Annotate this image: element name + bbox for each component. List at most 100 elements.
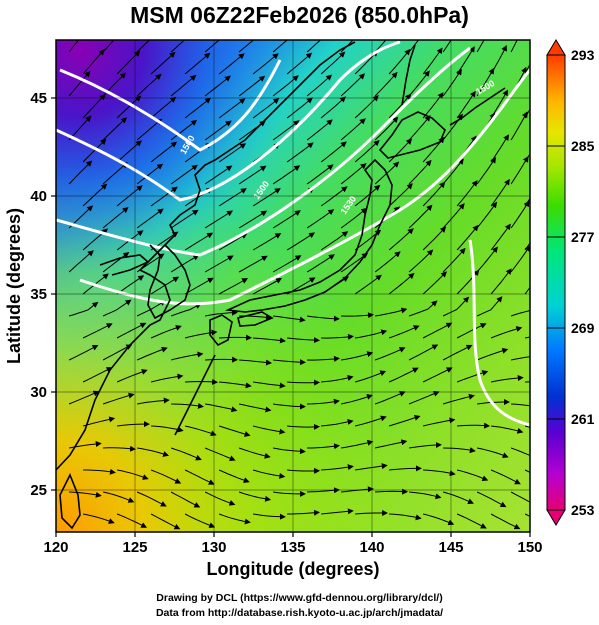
streamline-arrow	[307, 487, 340, 494]
streamline-arrow	[442, 203, 465, 229]
streamline-arrow	[68, 301, 99, 317]
streamline-arrow	[511, 356, 530, 361]
streamline-arrow	[355, 329, 388, 339]
streamline-arrow	[272, 75, 299, 97]
streamline-arrow	[272, 40, 288, 53]
streamline-arrow	[375, 307, 408, 317]
streamline-arrow	[204, 120, 232, 141]
streamline-arrow	[388, 367, 419, 383]
streamline-arrow	[510, 245, 530, 273]
streamline-arrow	[171, 402, 204, 409]
streamline-arrow	[150, 186, 178, 207]
tick-marks	[51, 97, 531, 537]
y-tick-labels: 45 40 35 30 25	[30, 90, 47, 499]
streamline-arrow	[272, 255, 302, 273]
x-axis-label: Longitude (degrees)	[206, 559, 379, 579]
colorbar-top-arrow	[546, 39, 566, 56]
colorbar-label: 277	[571, 229, 595, 245]
streamline-arrow	[341, 486, 374, 493]
streamline-arrow	[442, 344, 473, 361]
streamline-arrow	[355, 463, 388, 471]
colorbar-label: 269	[571, 320, 595, 336]
streamline-arrow	[218, 513, 251, 525]
streamline-arrow	[422, 181, 446, 207]
streamline-arrow	[273, 490, 306, 497]
streamline-arrow	[442, 491, 474, 504]
streamline-arrow	[354, 50, 379, 75]
streamline-arrow	[389, 513, 422, 521]
streamline-arrow	[170, 447, 202, 461]
colorbar-label: 261	[571, 411, 595, 427]
streamline-arrow	[253, 513, 286, 520]
streamline-arrow	[239, 359, 272, 366]
streamline-arrow	[287, 467, 321, 474]
x-tick-label: 135	[280, 539, 305, 556]
streamline-arrow	[321, 418, 354, 427]
streamline-arrow	[307, 443, 340, 450]
streamline-arrow	[374, 347, 406, 361]
streamline-arrow	[117, 469, 149, 480]
streamline-arrow	[456, 370, 489, 383]
streamline-arrow	[170, 209, 199, 229]
streamline-arrow	[219, 381, 252, 389]
streamline-arrow	[476, 347, 509, 361]
streamline-arrow	[102, 117, 128, 141]
streamline-arrow	[306, 164, 334, 185]
streamline-arrow	[136, 40, 151, 53]
streamline-arrow	[116, 50, 141, 75]
x-tick-label: 140	[359, 539, 384, 556]
streamline-arrow	[252, 469, 286, 479]
streamline-arrow	[218, 278, 249, 295]
streamline-arrow	[204, 255, 234, 273]
streamline-arrow	[273, 403, 306, 410]
streamline-arrow	[239, 403, 272, 413]
streamline-arrow	[218, 143, 247, 163]
streamline-arrow	[82, 323, 113, 339]
streamline-arrow	[137, 447, 170, 457]
streamline-arrow	[408, 300, 438, 317]
streamline-arrow	[354, 95, 379, 119]
streamline-arrow	[103, 445, 136, 452]
streamline-arrow	[184, 469, 215, 485]
streamline-arrow	[320, 96, 347, 119]
y-axis-label: Latitude (degrees)	[4, 208, 24, 364]
streamline-arrow	[423, 469, 456, 477]
streamline-arrow	[388, 48, 411, 75]
streamline-arrow	[354, 274, 382, 295]
streamline-arrow	[422, 367, 453, 383]
streamline-arrow	[375, 488, 409, 495]
streamline-arrow	[68, 70, 91, 97]
streamline-arrow	[476, 40, 485, 53]
streamline-arrow	[388, 93, 412, 119]
streamline-arrow	[238, 210, 268, 229]
streamline-arrow	[510, 156, 529, 185]
streamline-arrow	[252, 233, 282, 251]
streamline-arrow	[170, 74, 197, 97]
streamline-arrow	[511, 403, 530, 407]
streamline-arrow	[388, 228, 414, 251]
streamline-arrow	[218, 425, 251, 437]
colorbar-bottom-arrow	[546, 509, 566, 526]
streamline-arrow	[83, 513, 115, 524]
streamline-arrow	[388, 272, 415, 295]
streamline-arrow	[354, 229, 382, 251]
x-tick-label: 150	[517, 539, 542, 556]
colorbar-label: 293	[571, 47, 595, 63]
streamline-arrow	[321, 508, 354, 515]
streamline-arrow	[102, 392, 135, 405]
streamline-arrow	[442, 40, 452, 53]
y-tick-label: 35	[30, 286, 47, 303]
streamline-arrow	[320, 51, 346, 75]
streamline-arrow	[252, 425, 286, 435]
streamline-arrow	[340, 118, 366, 141]
streamline-arrow	[170, 254, 200, 273]
streamline-arrow	[524, 63, 530, 75]
streamline-arrow	[374, 40, 387, 53]
streamline-arrow	[185, 378, 219, 385]
streamline-arrow	[307, 355, 340, 362]
streamline-arrow	[510, 200, 530, 229]
y-tick-label: 45	[30, 90, 47, 107]
streamline-arrow	[409, 442, 442, 449]
streamline-arrow	[68, 345, 99, 361]
streamline-arrow	[82, 367, 113, 383]
